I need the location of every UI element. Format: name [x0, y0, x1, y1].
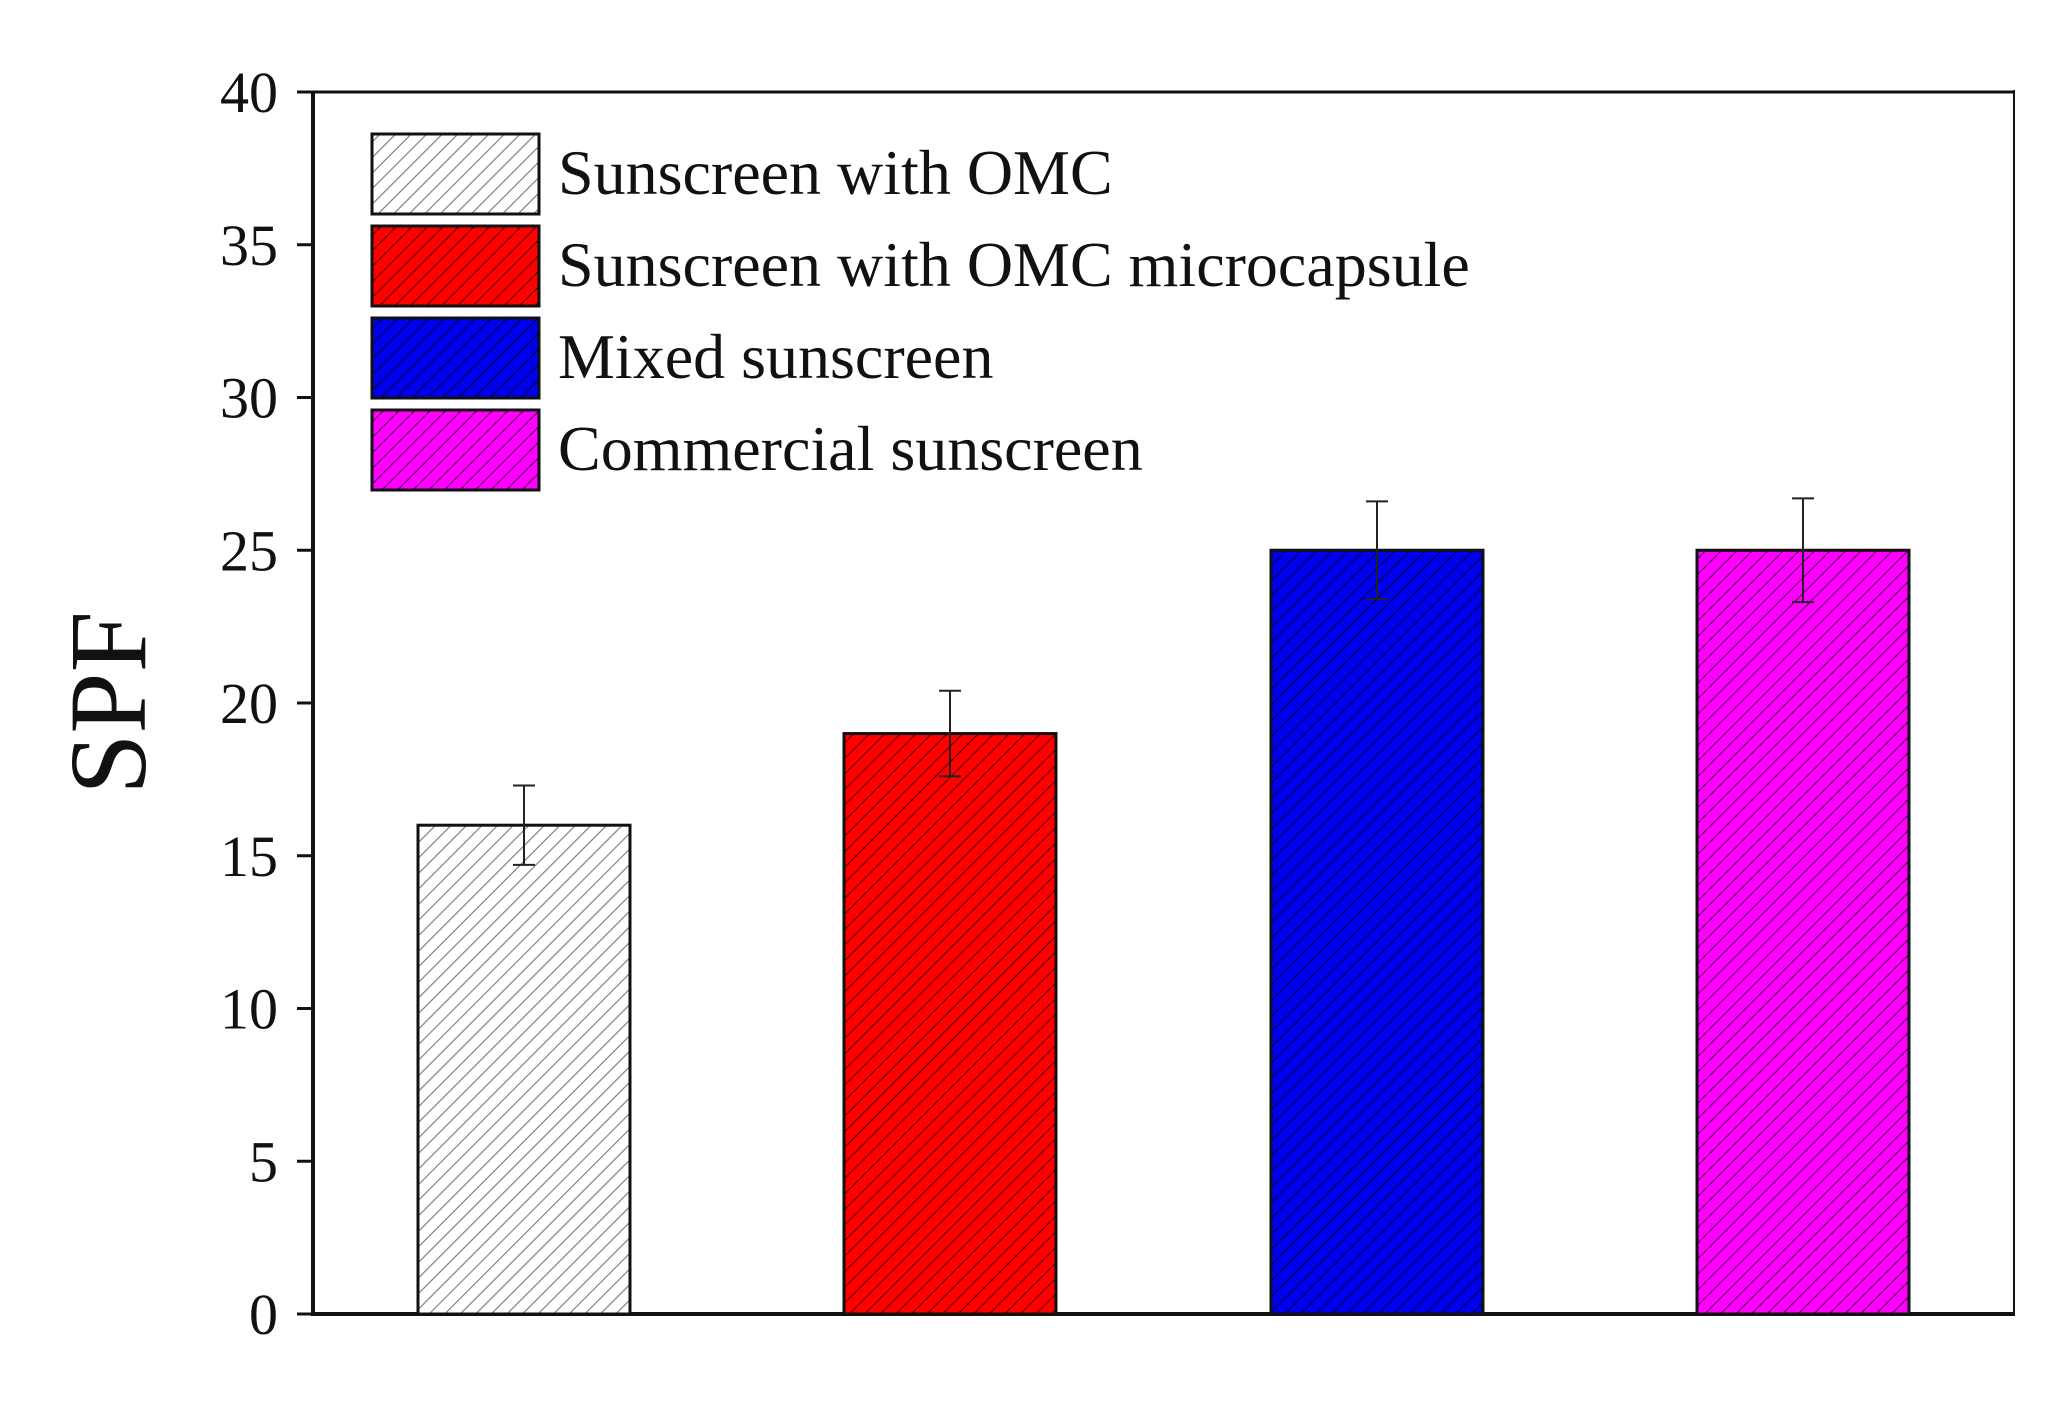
y-tick-label: 20	[220, 671, 278, 736]
legend-label-4: Commercial sunscreen	[558, 413, 1143, 484]
bar-3	[1269, 548, 1485, 1316]
legend-label-3: Mixed sunscreen	[558, 321, 993, 392]
y-tick-label: 40	[220, 60, 278, 125]
legend-swatch-4	[370, 408, 541, 492]
legend-swatch-2	[370, 224, 541, 308]
bar-4	[1695, 548, 1911, 1316]
legend: Sunscreen with OMC Sunscreen with OMC mic…	[370, 132, 1470, 492]
y-tick-label: 30	[220, 366, 278, 431]
y-axis-title: SPF	[47, 611, 169, 795]
y-axis-ticks: 0 5 10 15 20 25 30 35 40	[220, 60, 313, 1347]
legend-swatch-1	[370, 132, 541, 216]
y-tick-label: 25	[220, 518, 278, 583]
y-tick-label: 10	[220, 977, 278, 1042]
y-tick-label: 0	[249, 1282, 278, 1347]
y-tick-label: 5	[249, 1129, 278, 1194]
bar-2	[842, 732, 1058, 1316]
y-tick-label: 15	[220, 824, 278, 889]
legend-label-1: Sunscreen with OMC	[558, 137, 1113, 208]
y-tick-label: 35	[220, 213, 278, 278]
bar-1	[416, 823, 632, 1316]
bars-group	[416, 548, 1911, 1316]
legend-swatch-3	[370, 316, 541, 400]
error-bars-group	[513, 497, 1814, 866]
legend-label-2: Sunscreen with OMC microcapsule	[558, 229, 1470, 300]
